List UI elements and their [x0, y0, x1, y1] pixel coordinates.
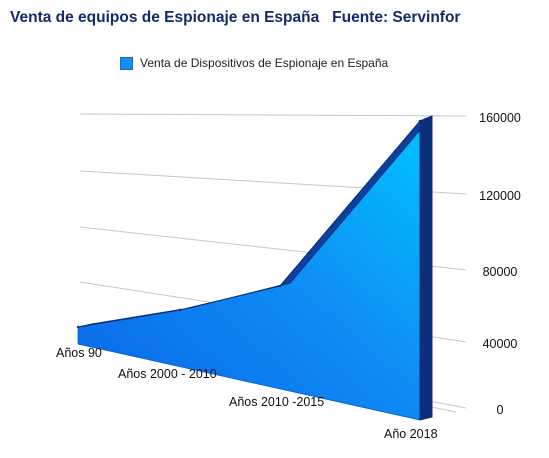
gridline [79, 113, 467, 117]
area-side-face [419, 115, 433, 421]
y-tick-label: 0 [497, 403, 504, 417]
x-tick-label: Años 2000 - 2010 [118, 367, 217, 381]
legend-label: Venta de Dispositivos de Espionaje en Es… [140, 56, 389, 70]
y-tick-label: 160000 [479, 111, 521, 125]
x-tick-label: Años 90 [56, 346, 102, 360]
chart-title: Venta de equipos de Espionaje en España … [10, 9, 461, 26]
x-tick-label: Años 2010 -2015 [229, 395, 324, 409]
legend-swatch [120, 56, 133, 70]
y-tick-label: 80000 [483, 265, 518, 279]
data-point [278, 284, 282, 288]
data-point [418, 119, 422, 123]
y-tick-label: 40000 [483, 337, 518, 351]
y-tick-label: 120000 [479, 189, 521, 203]
y-axis-ticks: 0 40000 80000 120000 160000 [479, 111, 521, 417]
area-series [76, 115, 433, 421]
x-tick-label: Año 2018 [384, 427, 438, 441]
legend: Venta de Dispositivos de Espionaje en Es… [120, 56, 388, 70]
x-axis-ticks: Años 90 Años 2000 - 2010 Años 2010 -2015 Añ… [56, 346, 438, 441]
data-point [178, 308, 182, 312]
data-point [76, 325, 80, 329]
